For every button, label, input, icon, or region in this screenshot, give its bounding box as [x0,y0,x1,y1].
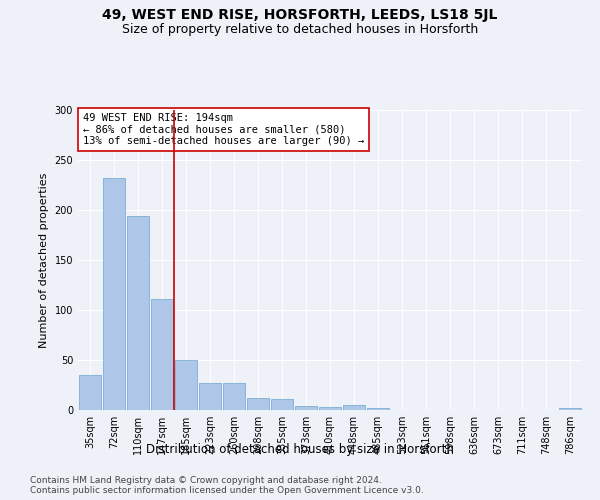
Text: 49, WEST END RISE, HORSFORTH, LEEDS, LS18 5JL: 49, WEST END RISE, HORSFORTH, LEEDS, LS1… [103,8,497,22]
Bar [175,360,197,410]
Bar [319,407,341,410]
Y-axis label: Number of detached properties: Number of detached properties [39,172,49,348]
Text: Contains HM Land Registry data © Crown copyright and database right 2024.
Contai: Contains HM Land Registry data © Crown c… [30,476,424,495]
Bar [151,299,173,410]
Bar [559,408,581,410]
Text: Size of property relative to detached houses in Horsforth: Size of property relative to detached ho… [122,22,478,36]
Bar [199,383,221,410]
Bar [343,405,365,410]
Bar [79,375,101,410]
Bar [295,406,317,410]
Text: 49 WEST END RISE: 194sqm
← 86% of detached houses are smaller (580)
13% of semi-: 49 WEST END RISE: 194sqm ← 86% of detach… [83,113,364,146]
Bar [127,216,149,410]
Bar [247,398,269,410]
Text: Distribution of detached houses by size in Horsforth: Distribution of detached houses by size … [146,442,454,456]
Bar [223,383,245,410]
Bar [271,399,293,410]
Bar [103,178,125,410]
Bar [367,408,389,410]
